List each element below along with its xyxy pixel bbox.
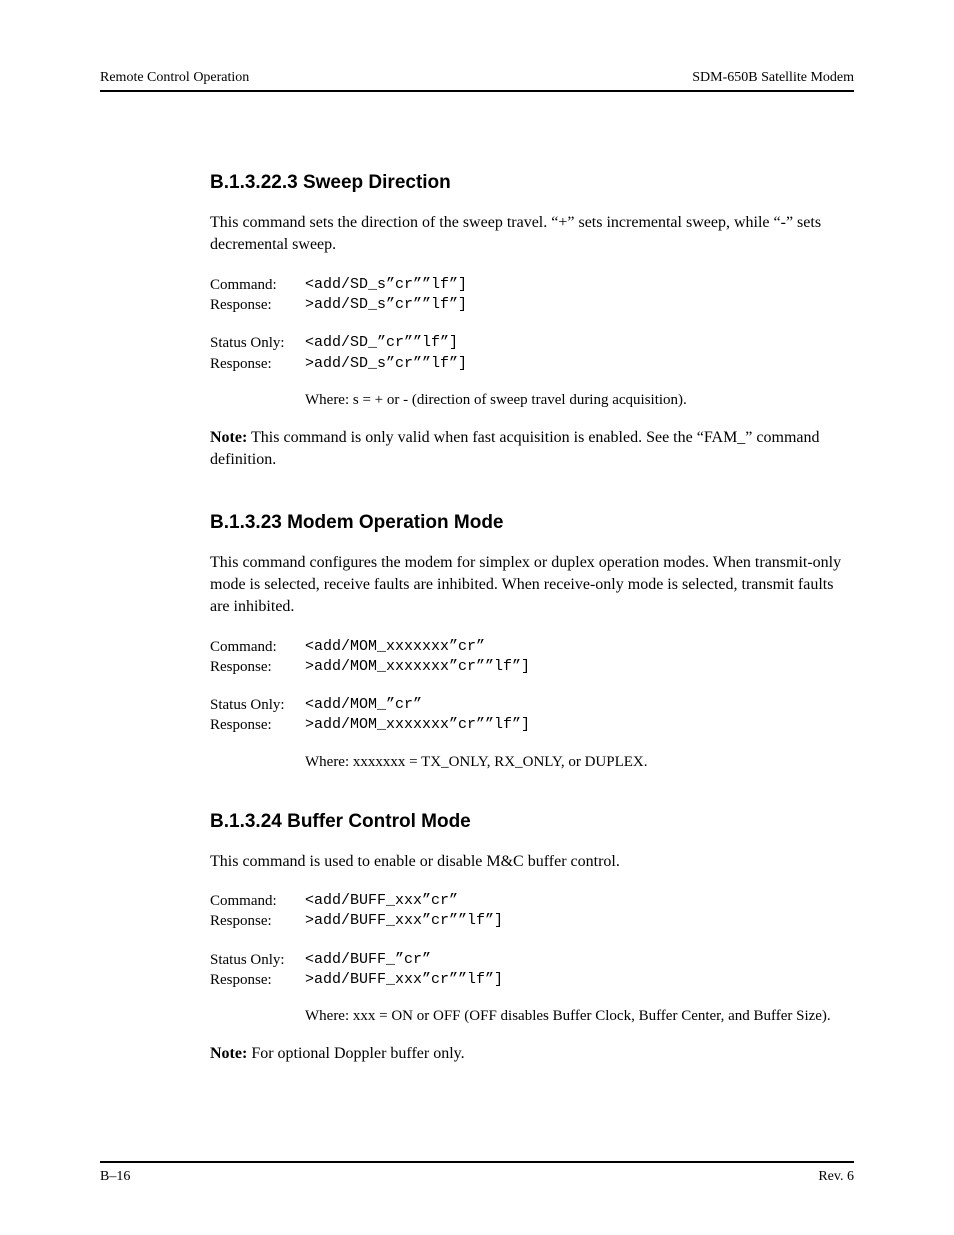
status-row: Status Only: <add/SD_”cr””lf”]: [210, 333, 854, 353]
response-label: Response:: [210, 295, 305, 315]
where-text: Where: xxxxxxx = TX_ONLY, RX_ONLY, or DU…: [305, 754, 648, 771]
footer-left: B–16: [100, 1169, 130, 1185]
response-label: Response:: [210, 911, 305, 931]
response-row: Response: >add/BUFF_xxx”cr””lf”]: [210, 911, 854, 931]
response-value: >add/SD_s”cr””lf”]: [305, 295, 467, 315]
where-text: Where: xxx = ON or OFF (OFF disables Buf…: [305, 1008, 831, 1025]
response-value: >add/MOM_xxxxxxx”cr””lf”]: [305, 715, 530, 735]
command-value: <add/BUFF_xxx”cr”: [305, 891, 458, 911]
status-value: <add/SD_”cr””lf”]: [305, 333, 458, 353]
command-value: <add/MOM_xxxxxxx”cr”: [305, 637, 485, 657]
response-value: >add/BUFF_xxx”cr””lf”]: [305, 911, 503, 931]
status-value: <add/BUFF_”cr”: [305, 950, 431, 970]
response-value: >add/BUFF_xxx”cr””lf”]: [305, 970, 503, 990]
status-row: Status Only: <add/MOM_”cr”: [210, 695, 854, 715]
header-right: SDM-650B Satellite Modem: [692, 70, 854, 86]
command-block: Command: <add/MOM_xxxxxxx”cr” Response: …: [210, 637, 854, 678]
note-label: Note:: [210, 1045, 247, 1062]
page-content: B.1.3.22.3 Sweep Direction This command …: [100, 172, 854, 1161]
command-block: Command: <add/BUFF_xxx”cr” Response: >ad…: [210, 891, 854, 932]
command-block: Command: <add/SD_s”cr””lf”] Response: >a…: [210, 275, 854, 316]
response-label: Response:: [210, 354, 305, 374]
where-row: Where: xxxxxxx = TX_ONLY, RX_ONLY, or DU…: [210, 754, 854, 771]
page-footer: B–16 Rev. 6: [100, 1161, 854, 1185]
response-label: Response:: [210, 970, 305, 990]
status-row: Status Only: <add/BUFF_”cr”: [210, 950, 854, 970]
command-label: Command:: [210, 275, 305, 295]
status-label: Status Only:: [210, 333, 305, 353]
command-value: <add/SD_s”cr””lf”]: [305, 275, 467, 295]
status-block: Status Only: <add/MOM_”cr” Response: >ad…: [210, 695, 854, 736]
status-value: <add/MOM_”cr”: [305, 695, 422, 715]
status-label: Status Only:: [210, 695, 305, 715]
note: Note: For optional Doppler buffer only.: [210, 1043, 854, 1065]
where-row: Where: s = + or - (direction of sweep tr…: [210, 392, 854, 409]
page-header: Remote Control Operation SDM-650B Satell…: [100, 70, 854, 92]
note-text: This command is only valid when fast acq…: [210, 429, 820, 468]
footer-right: Rev. 6: [818, 1169, 854, 1185]
response-row: Response: >add/MOM_xxxxxxx”cr””lf”]: [210, 657, 854, 677]
response-row: Response: >add/MOM_xxxxxxx”cr””lf”]: [210, 715, 854, 735]
response-row: Response: >add/BUFF_xxx”cr””lf”]: [210, 970, 854, 990]
response-label: Response:: [210, 715, 305, 735]
response-value: >add/MOM_xxxxxxx”cr””lf”]: [305, 657, 530, 677]
header-left: Remote Control Operation: [100, 70, 249, 86]
response-row: Response: >add/SD_s”cr””lf”]: [210, 354, 854, 374]
command-row: Command: <add/SD_s”cr””lf”]: [210, 275, 854, 295]
command-row: Command: <add/MOM_xxxxxxx”cr”: [210, 637, 854, 657]
where-row: Where: xxx = ON or OFF (OFF disables Buf…: [210, 1008, 854, 1025]
response-row: Response: >add/SD_s”cr””lf”]: [210, 295, 854, 315]
response-value: >add/SD_s”cr””lf”]: [305, 354, 467, 374]
status-block: Status Only: <add/BUFF_”cr” Response: >a…: [210, 950, 854, 991]
section-heading: B.1.3.22.3 Sweep Direction: [210, 172, 854, 194]
section-heading: B.1.3.23 Modem Operation Mode: [210, 512, 854, 534]
command-label: Command:: [210, 637, 305, 657]
response-label: Response:: [210, 657, 305, 677]
section-intro: This command sets the direction of the s…: [210, 212, 854, 257]
where-text: Where: s = + or - (direction of sweep tr…: [305, 392, 687, 409]
command-label: Command:: [210, 891, 305, 911]
note-label: Note:: [210, 429, 247, 446]
note: Note: This command is only valid when fa…: [210, 427, 854, 472]
status-block: Status Only: <add/SD_”cr””lf”] Response:…: [210, 333, 854, 374]
page: Remote Control Operation SDM-650B Satell…: [0, 0, 954, 1235]
status-label: Status Only:: [210, 950, 305, 970]
section-heading: B.1.3.24 Buffer Control Mode: [210, 811, 854, 833]
section-intro: This command is used to enable or disabl…: [210, 851, 854, 873]
section-intro: This command configures the modem for si…: [210, 552, 854, 619]
note-text: For optional Doppler buffer only.: [247, 1045, 464, 1062]
command-row: Command: <add/BUFF_xxx”cr”: [210, 891, 854, 911]
